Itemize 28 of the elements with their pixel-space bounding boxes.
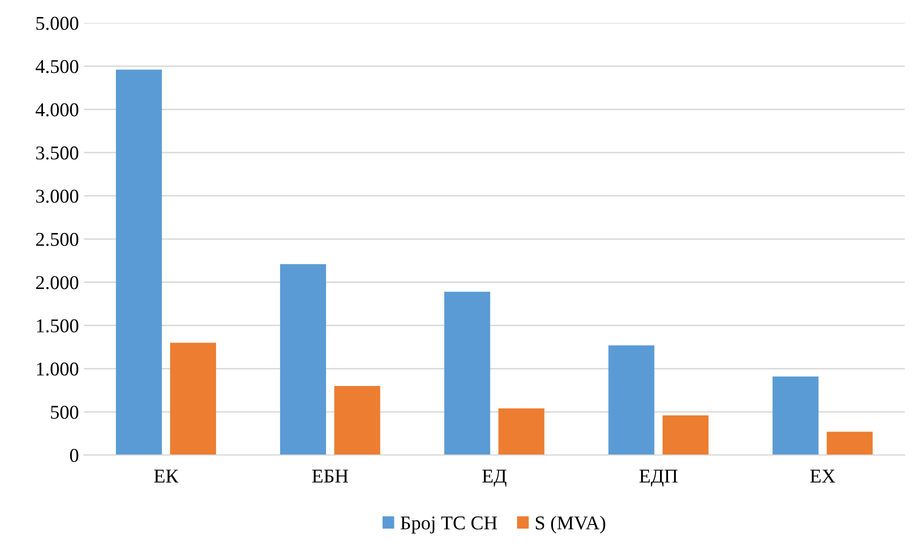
bar [334, 386, 380, 456]
x-tick-label: ЕД [482, 470, 506, 487]
y-tick-label: 1.500 [37, 319, 78, 332]
bar [826, 432, 873, 456]
bar [772, 376, 819, 456]
y-tick-label: 3.500 [36, 146, 78, 160]
y-tick-label: 4.500 [36, 60, 78, 74]
bar [662, 415, 709, 456]
y-tick-label: 3.000 [36, 190, 78, 203]
y-tick-label: 0 [70, 448, 78, 462]
bar [608, 345, 654, 456]
bar [116, 70, 162, 456]
y-tick-label: 1.000 [37, 362, 78, 376]
bar [280, 264, 326, 456]
y-tick-label: 5.000 [36, 16, 78, 30]
y-tick-label: 2.500 [36, 232, 78, 246]
bar [498, 408, 544, 456]
legend-label: Број ТС СН [400, 516, 498, 534]
x-tick-label: ЕБН [312, 470, 348, 482]
y-tick-label: 500 [51, 406, 78, 419]
x-tick-label: ЕХ [810, 470, 836, 482]
x-tick-label: ЕДП [639, 470, 678, 487]
y-tick-label: 4.000 [36, 103, 78, 116]
bar [170, 342, 216, 456]
legend-label: S (MVA) [536, 516, 606, 534]
bar [444, 292, 490, 456]
x-tick-label: ЕК [154, 470, 178, 482]
y-tick-label: 2.000 [36, 276, 78, 290]
